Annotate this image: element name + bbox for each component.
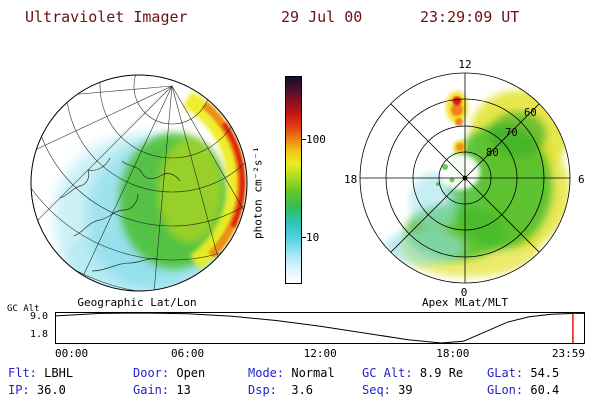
status-field-door: Door: Open	[133, 366, 206, 380]
time-tick: 12:00	[303, 347, 337, 360]
mlt-label-0: 0	[461, 286, 468, 299]
status-field-gain: Gain: 13	[133, 383, 191, 397]
mlat-ring-label-70: 70	[505, 127, 518, 139]
colorbar-gradient	[286, 77, 301, 283]
colorbar-axis-label: photon cm⁻²s⁻¹	[251, 146, 265, 240]
time-tick: 18:00	[436, 347, 470, 360]
gc-alt-tick-top: 9.0	[29, 311, 48, 322]
mlat-ring-label-60: 60	[524, 107, 537, 119]
aurora-image-apex	[385, 90, 570, 277]
colorbar-tick-10: 10	[306, 231, 320, 244]
geographic-caption: Geographic Lat/Lon	[77, 296, 197, 309]
status-row-1: Flt: LBHL Door: Open Mode: Normal GC Alt…	[0, 366, 600, 381]
apex-panel: 12 18 6 0 60 70 80	[344, 58, 585, 299]
apex-caption: Apex MLat/MLT	[421, 296, 509, 309]
gc-alt-tick-bottom: 1.8	[29, 329, 48, 340]
time-tick: 06:00	[171, 347, 205, 360]
status-row-2: IP: 36.0 Gain: 13 Dsp: 3.6 Seq: 39 GLon:…	[0, 383, 600, 398]
status-field-glon: GLon: 60.4	[487, 383, 560, 397]
colorbar	[285, 76, 302, 284]
coastlines	[59, 157, 181, 272]
gc-alt-curve	[55, 312, 584, 344]
time-tick: 23:59	[551, 347, 585, 360]
status-field-dsp: Dsp: 3.6	[248, 383, 314, 397]
globe-outline	[30, 74, 248, 292]
colorbar-tickmark-10	[302, 237, 306, 238]
time-label: 23:29:09 UT	[420, 8, 520, 26]
polar-grid	[359, 72, 571, 284]
app-title: Ultraviolet Imager	[25, 8, 188, 26]
colorbar-tick-100: 100	[306, 133, 326, 146]
status-field-ip: IP: 36.0	[8, 383, 66, 397]
gc-alt-axis-label: GC Alt	[7, 304, 40, 314]
geographic-panel	[30, 74, 248, 292]
status-field-mode: Mode: Normal	[248, 366, 335, 380]
status-field-gcalt: GC Alt: 8.9 Re	[362, 366, 464, 380]
time-tick: 00:00	[55, 347, 89, 360]
aurora-image-geographic	[54, 91, 246, 291]
mlt-label-6: 6	[578, 173, 585, 186]
status-field-seq: Seq: 39	[362, 383, 413, 397]
status-field-flt: Flt: LBHL	[8, 366, 74, 380]
time-axis: 00:00 06:00 12:00 18:00 23:59	[55, 347, 585, 360]
mlt-label-12: 12	[458, 58, 471, 71]
date-label: 29 Jul 00	[281, 8, 363, 26]
mlt-label-18: 18	[344, 173, 357, 186]
colorbar-tickmark-100	[302, 139, 306, 140]
mlat-ring-label-80: 80	[486, 147, 499, 159]
status-field-glat: GLat: 54.5	[487, 366, 560, 380]
gc-alt-chart	[55, 312, 585, 344]
